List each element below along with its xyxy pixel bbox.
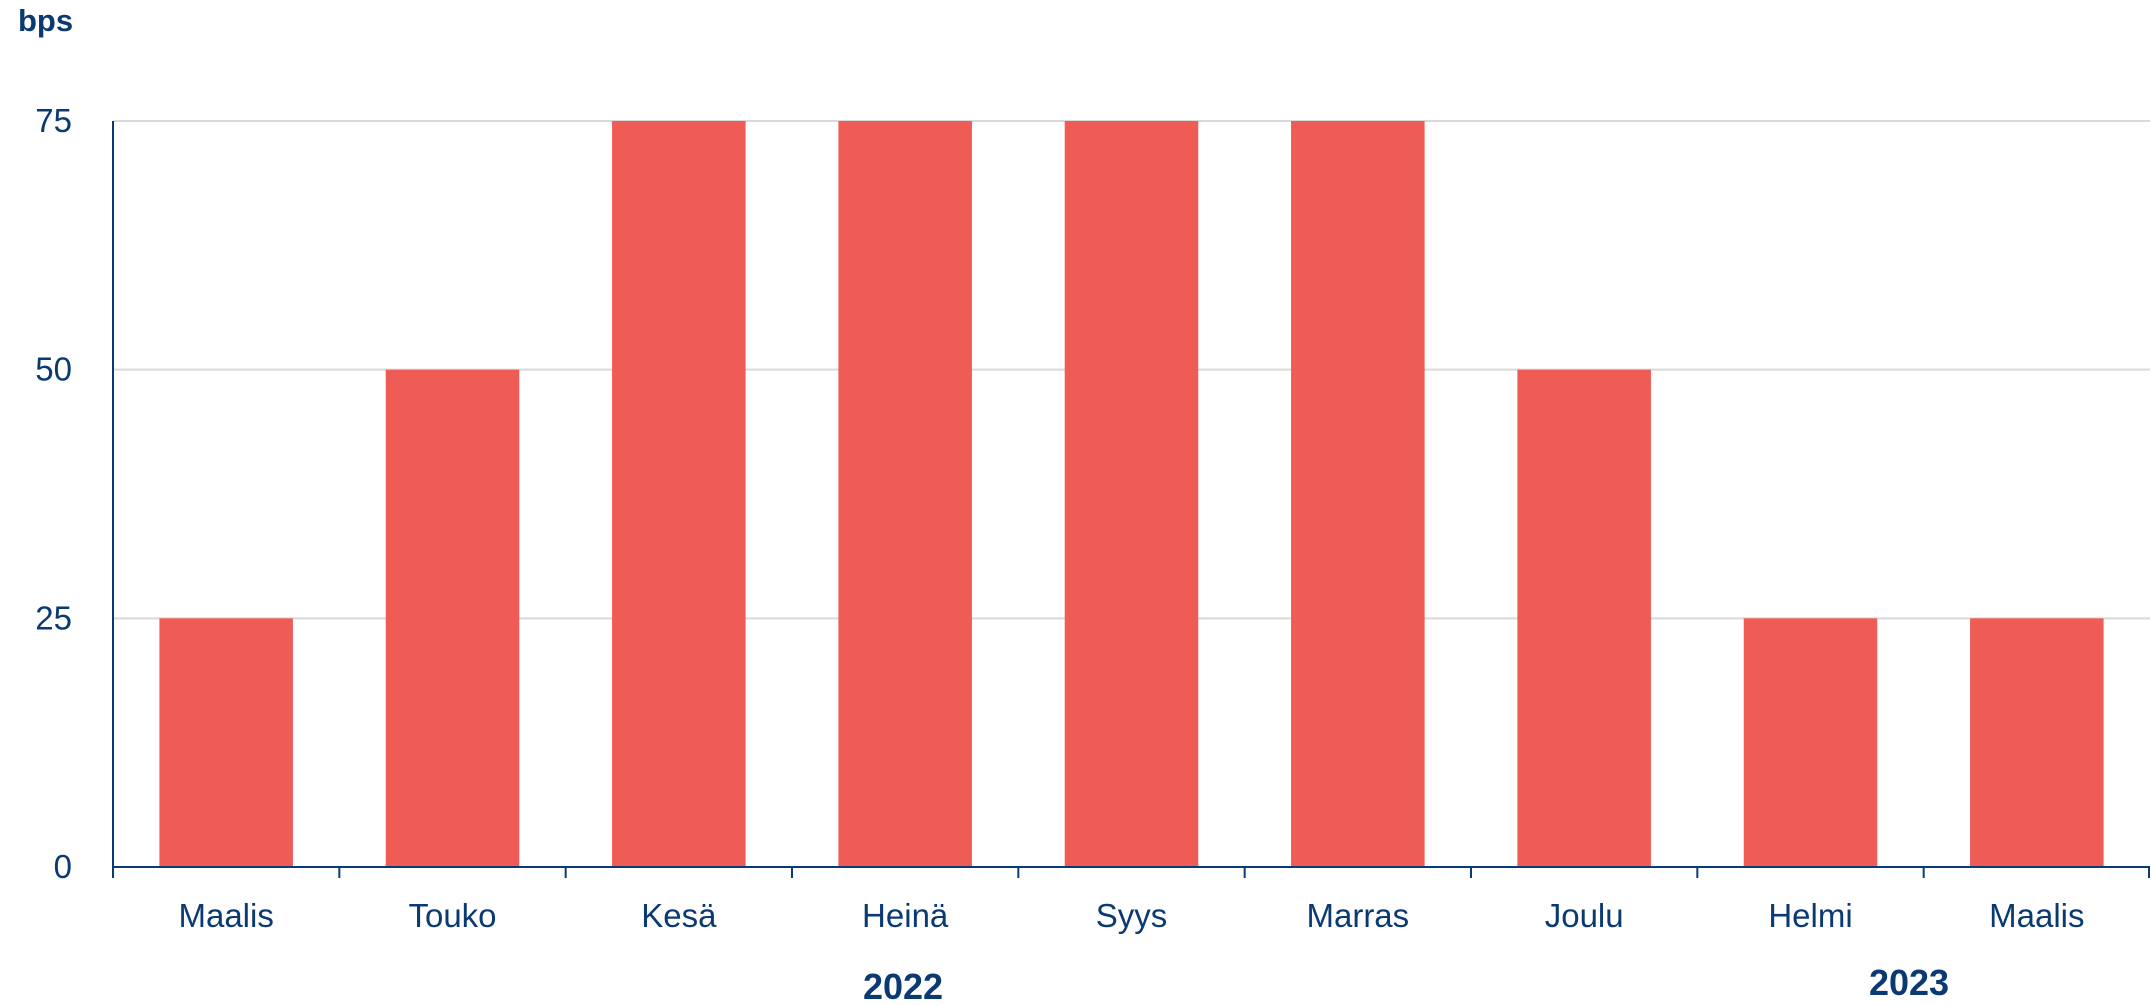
x-category-label: Heinä <box>862 897 949 934</box>
axes <box>112 121 2150 878</box>
x-category-label: Marras <box>1306 897 1409 934</box>
x-category-label: Touko <box>408 897 496 934</box>
x-category-label: Kesä <box>641 897 717 934</box>
year-label-2023: 2023 <box>1869 962 1949 1003</box>
x-category-label: Maalis <box>1989 897 2084 934</box>
bar <box>385 369 520 867</box>
y-tick-label: 0 <box>54 848 72 885</box>
bar <box>612 121 746 867</box>
year-label-2022: 2022 <box>863 966 943 1005</box>
bar <box>1970 618 2104 867</box>
x-category-label: Helmi <box>1768 897 1852 934</box>
bars <box>159 121 2104 867</box>
y-tick-label: 75 <box>35 102 72 139</box>
bar <box>1517 369 1651 867</box>
y-axis-unit-label: bps <box>18 3 73 38</box>
bar <box>1064 121 1199 867</box>
y-tick-label: 50 <box>35 351 72 388</box>
x-category-label: Maalis <box>178 897 273 934</box>
y-tick-label: 25 <box>35 599 72 636</box>
x-category-label: Syys <box>1096 897 1168 934</box>
x-category-label: Joulu <box>1545 897 1624 934</box>
bar <box>1291 121 1425 867</box>
bar <box>1743 618 1878 867</box>
bar <box>159 618 293 867</box>
bar <box>838 121 972 867</box>
labels: 0 25 50 75 Maalis Touko Kesä Heinä Syys Marras Jou… <box>35 102 2084 934</box>
